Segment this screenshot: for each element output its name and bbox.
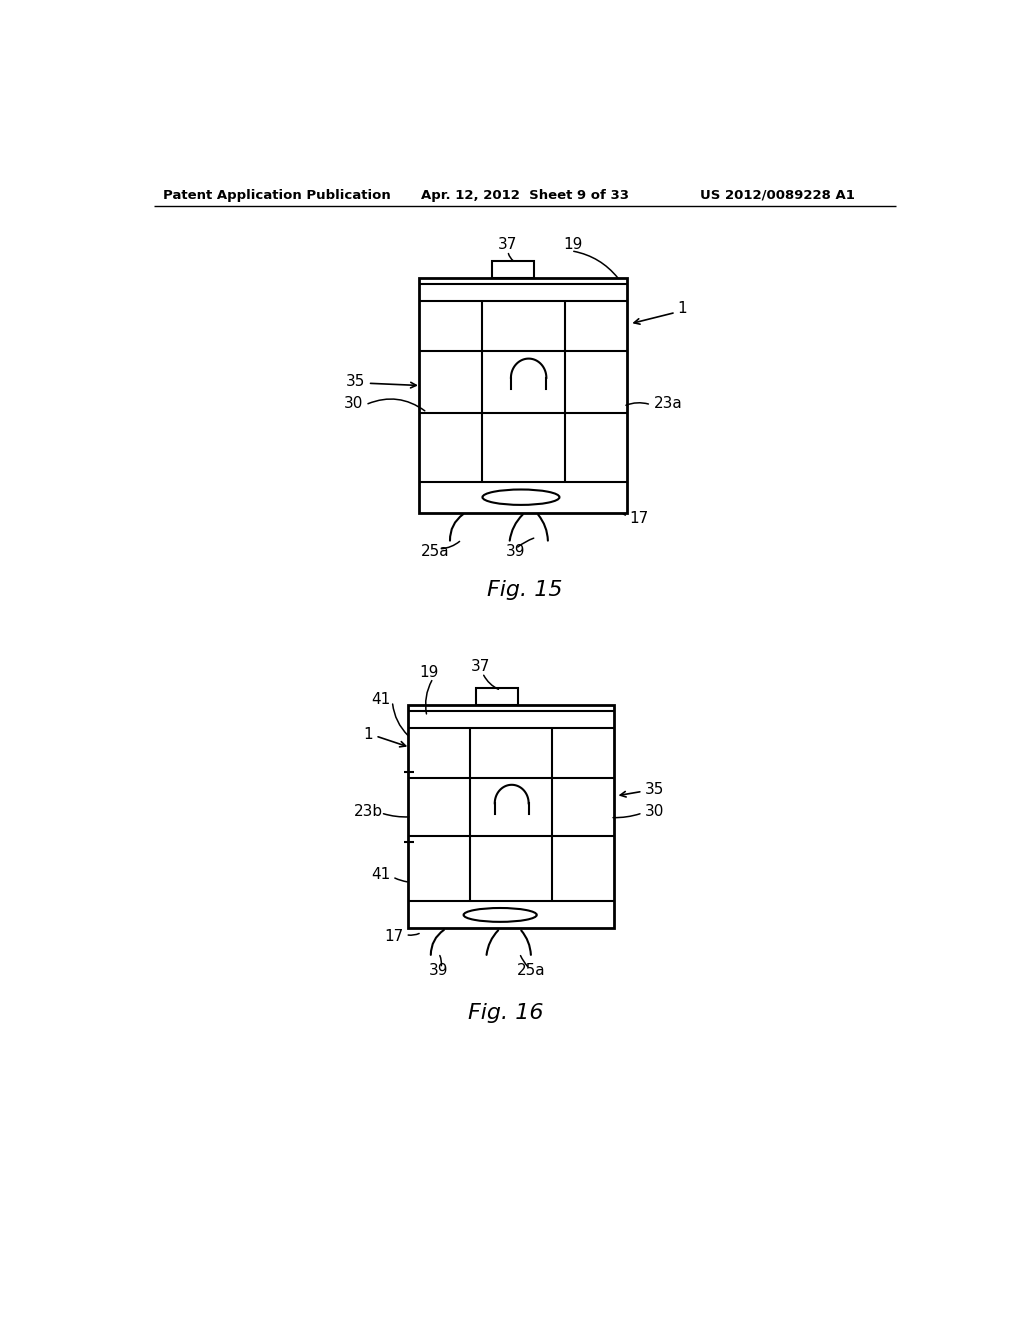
- Text: 19: 19: [420, 665, 439, 680]
- Text: 39: 39: [506, 544, 525, 558]
- Text: 35: 35: [346, 374, 366, 389]
- Bar: [476, 688, 518, 705]
- Text: 39: 39: [429, 964, 449, 978]
- Text: 41: 41: [371, 867, 390, 882]
- Text: 35: 35: [645, 783, 665, 797]
- Text: Fig. 15: Fig. 15: [487, 579, 562, 599]
- Bar: [408, 705, 614, 928]
- Text: 37: 37: [471, 659, 490, 675]
- Text: 1: 1: [677, 301, 687, 315]
- Text: 17: 17: [630, 511, 649, 527]
- Text: 23a: 23a: [654, 396, 683, 411]
- Text: 30: 30: [344, 396, 364, 411]
- Text: 41: 41: [371, 692, 390, 708]
- Text: 30: 30: [645, 804, 665, 818]
- Text: Fig. 16: Fig. 16: [468, 1003, 544, 1023]
- Bar: [493, 261, 535, 277]
- Text: 25a: 25a: [517, 964, 545, 978]
- Text: 17: 17: [385, 928, 403, 944]
- Text: 19: 19: [563, 238, 583, 252]
- Text: 25a: 25a: [421, 544, 449, 558]
- Bar: [419, 277, 628, 512]
- Text: Patent Application Publication: Patent Application Publication: [163, 189, 391, 202]
- Text: 1: 1: [364, 727, 373, 742]
- Text: Apr. 12, 2012  Sheet 9 of 33: Apr. 12, 2012 Sheet 9 of 33: [421, 189, 629, 202]
- Text: 37: 37: [498, 238, 517, 252]
- Text: US 2012/0089228 A1: US 2012/0089228 A1: [700, 189, 855, 202]
- Text: 23b: 23b: [354, 804, 383, 818]
